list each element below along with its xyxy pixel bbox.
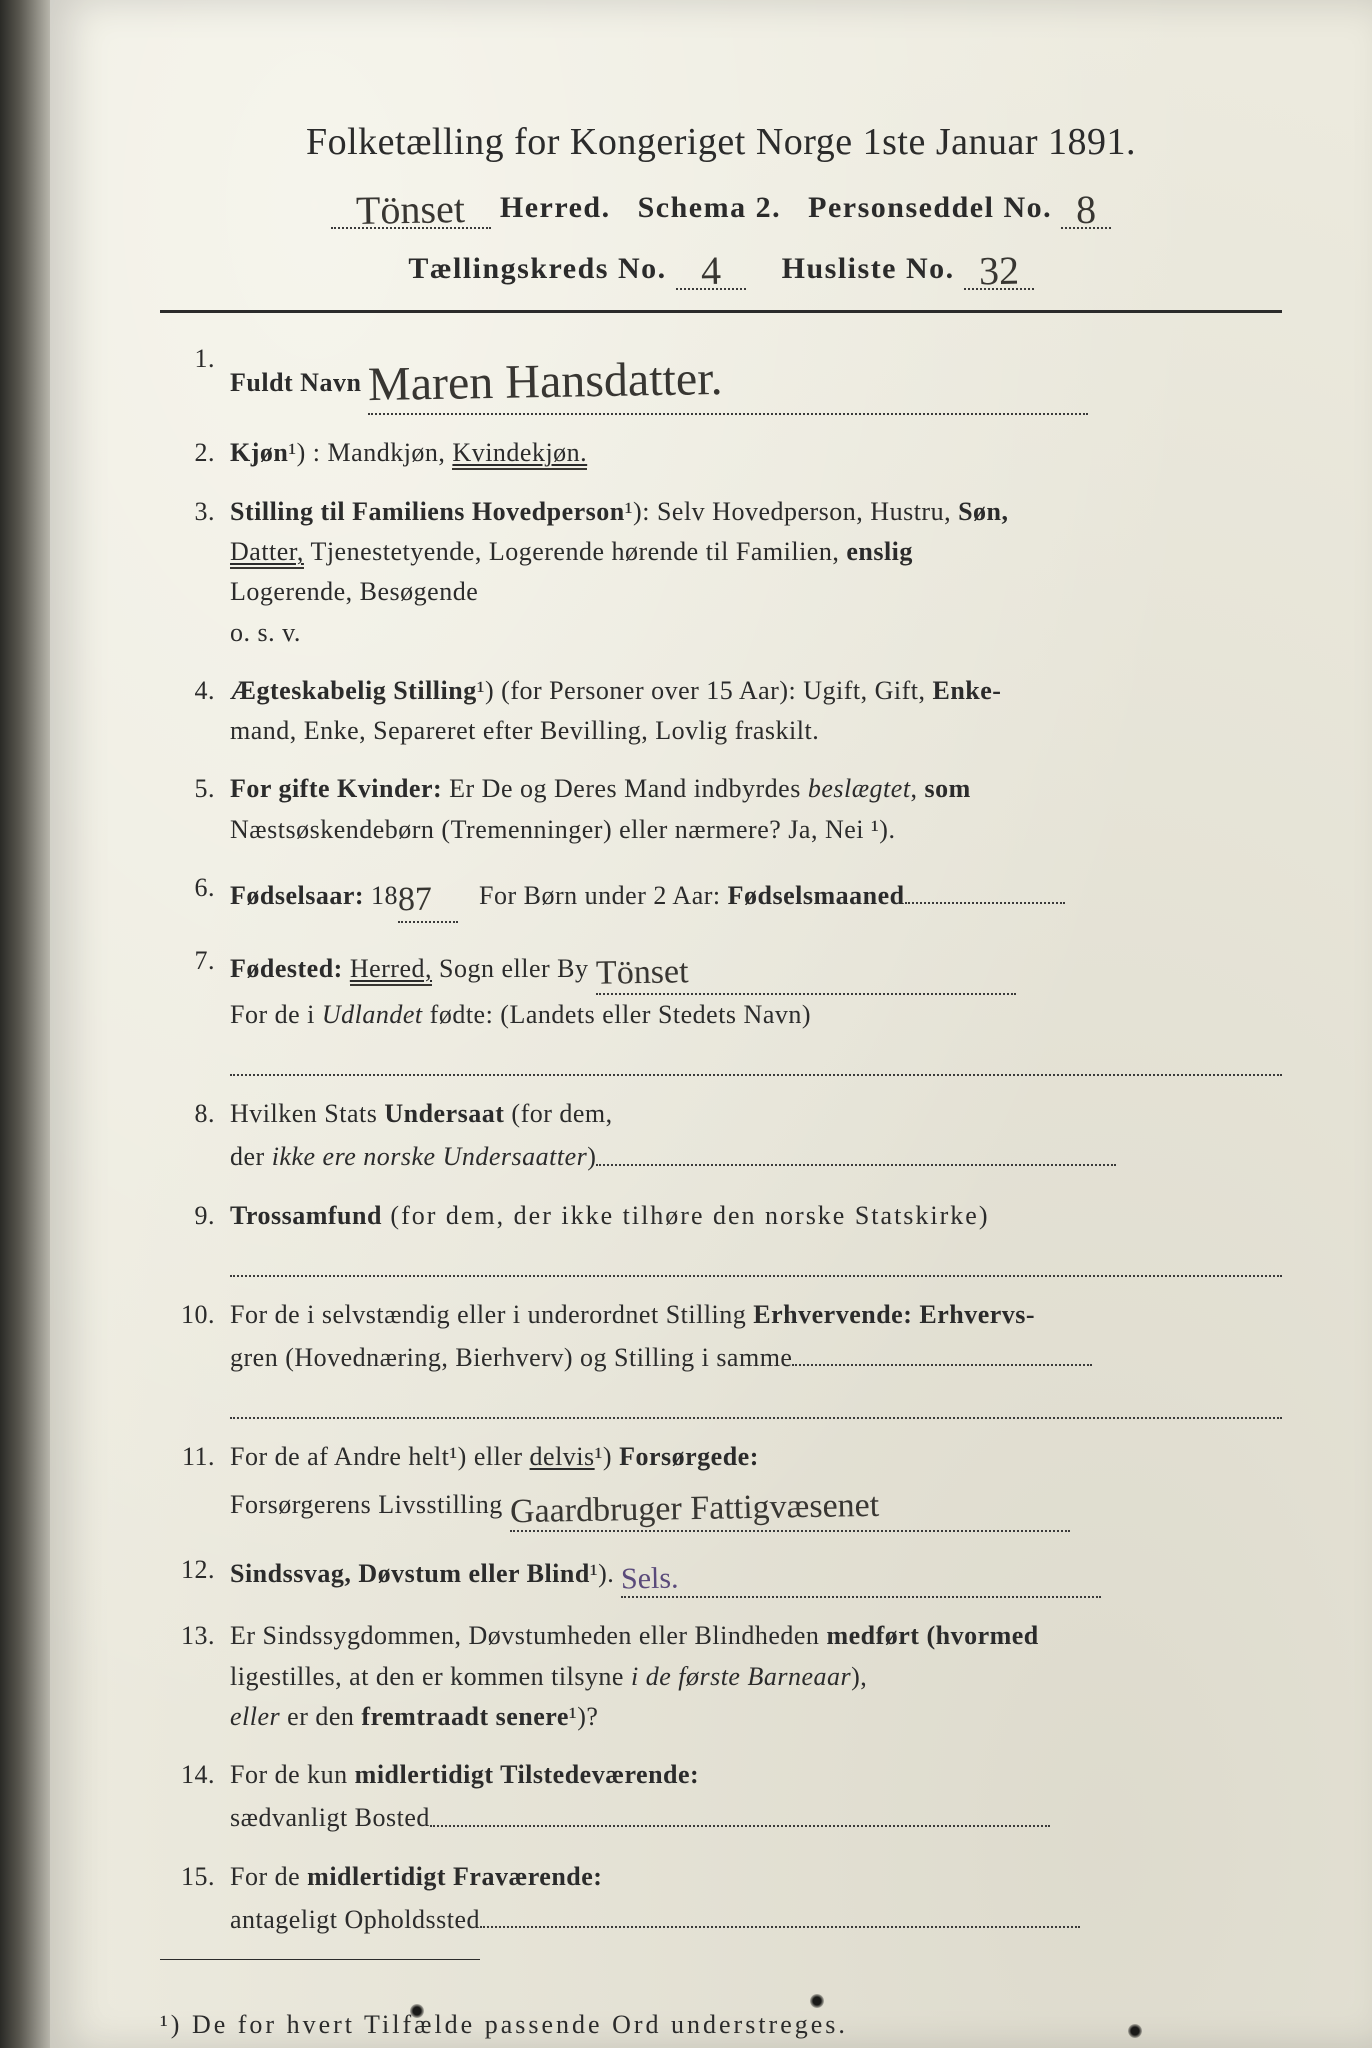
- schema-label: Schema 2.: [638, 191, 782, 224]
- header-line-2: Tönset Herred. Schema 2. Personseddel No…: [160, 180, 1282, 229]
- item-12-label: Sindssvag, Døvstum eller Blind: [230, 1559, 590, 1588]
- item-2-opt-male: Mandkjøn,: [328, 438, 446, 467]
- disability-handwritten: Sels.: [621, 1555, 679, 1602]
- document-content: Folketælling for Kongeriget Norge 1ste J…: [160, 120, 1282, 2040]
- header-block: Folketælling for Kongeriget Norge 1ste J…: [160, 120, 1282, 290]
- husliste-label: Husliste No.: [782, 252, 955, 285]
- item-11: 11. For de af Andre helt¹) eller delvis¹…: [160, 1437, 1282, 1532]
- form-items: 1. Fuldt Navn Maren Hansdatter. 2. Kjøn¹…: [160, 339, 1282, 1941]
- paper-spot: [1128, 2024, 1142, 2038]
- header-title: Folketælling for Kongeriget Norge 1ste J…: [160, 120, 1282, 164]
- fullname-handwritten: Maren Hansdatter.: [368, 342, 724, 423]
- item-3: 3. Stilling til Familiens Hovedperson¹):…: [160, 492, 1282, 653]
- personseddel-label: Personseddel No.: [808, 191, 1052, 224]
- provider-handwritten: Gaardbruger Fattigvæsenet: [509, 1480, 879, 1539]
- personseddel-no-handwritten: 8: [1076, 186, 1097, 233]
- item-10: 10. For de i selvstændig eller i underor…: [160, 1295, 1282, 1419]
- item-13: 13. Er Sindssygdommen, Døvstumheden elle…: [160, 1616, 1282, 1737]
- item-7: 7. Fødested: Herred, Sogn eller By Tönse…: [160, 941, 1282, 1076]
- item-10-label: Erhvervende: Erhvervs-: [753, 1300, 1035, 1329]
- header-rule: [160, 310, 1282, 313]
- husliste-no-handwritten: 32: [978, 247, 1019, 295]
- item-5: 5. For gifte Kvinder: Er De og Deres Man…: [160, 769, 1282, 850]
- item-7-herred-underlined: Herred,: [350, 954, 432, 986]
- kreds-label: Tællingskreds No.: [408, 252, 666, 285]
- item-11-label: Forsørgede:: [619, 1442, 759, 1471]
- kreds-no-handwritten: 4: [700, 247, 721, 294]
- item-5-label: For gifte Kvinder:: [230, 774, 442, 803]
- item-2-opt-female-underlined: Kvindekjøn.: [452, 438, 587, 470]
- item-14-label: midlertidigt Tilstedeværende:: [355, 1760, 700, 1789]
- herred-handwritten: Tönset: [356, 185, 466, 234]
- item-8-label: Undersaat: [384, 1099, 504, 1128]
- item-3-label: Stilling til Familiens Hovedperson: [230, 497, 625, 526]
- paper-spot: [810, 1994, 824, 2008]
- header-line-3: Tællingskreds No. 4 Husliste No. 32: [160, 241, 1282, 290]
- item-6-label: Fødselsaar:: [230, 881, 364, 910]
- item-13-label: medført (hvormed: [826, 1621, 1038, 1650]
- item-7-label: Fødested:: [230, 954, 343, 983]
- item-4-label: Ægteskabelig Stilling: [230, 676, 477, 705]
- paper-spot: [410, 2004, 424, 2018]
- item-1: 1. Fuldt Navn Maren Hansdatter.: [160, 339, 1282, 415]
- item-9-label: Trossamfund: [230, 1201, 382, 1230]
- item-4: 4. Ægteskabelig Stilling¹) (for Personer…: [160, 671, 1282, 752]
- item-1-label: Fuldt Navn: [230, 368, 361, 397]
- document-paper: Folketælling for Kongeriget Norge 1ste J…: [50, 0, 1372, 2048]
- item-15-label: midlertidigt Fraværende:: [307, 1862, 602, 1891]
- item-2: 2. Kjøn¹) : Mandkjøn, Kvindekjøn.: [160, 433, 1282, 473]
- birthyear-handwritten: 87: [398, 874, 433, 927]
- item-14: 14. For de kun midlertidigt Tilstedevære…: [160, 1755, 1282, 1839]
- item-15: 15. For de midlertidigt Fraværende: anta…: [160, 1857, 1282, 1941]
- herred-label: Herred.: [500, 191, 611, 224]
- footnote-text: ¹) De for hvert Tilfælde passende Ord un…: [160, 2010, 1282, 2040]
- scan-edge-left: [0, 0, 50, 2048]
- item-9: 9. Trossamfund (for dem, der ikke tilhør…: [160, 1196, 1282, 1277]
- item-2-label: Kjøn: [230, 438, 288, 467]
- item-6: 6. Fødselsaar: 1887 For Børn under 2 Aar…: [160, 868, 1282, 923]
- footnote-rule: [160, 1959, 480, 1960]
- item-12: 12. Sindssvag, Døvstum eller Blind¹). Se…: [160, 1550, 1282, 1599]
- birthplace-handwritten: Tönset: [595, 946, 688, 1000]
- item-3-datter-underlined: Datter,: [230, 537, 304, 569]
- item-8: 8. Hvilken Stats Undersaat (for dem, der…: [160, 1094, 1282, 1178]
